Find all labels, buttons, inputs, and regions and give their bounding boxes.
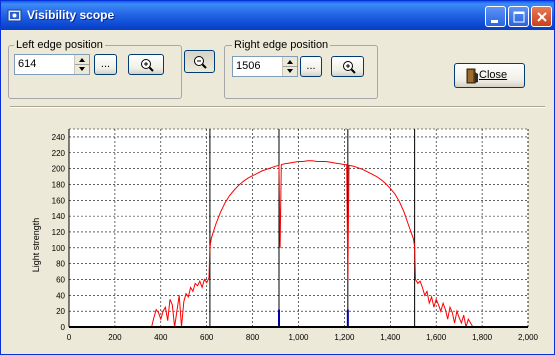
x-tick-label: 800 <box>246 333 260 342</box>
x-tick-label: 1,400 <box>380 333 401 342</box>
y-axis-label: Light strength <box>31 218 41 273</box>
exit-door-icon <box>466 68 478 84</box>
left-edge-zoom-button[interactable] <box>128 54 164 75</box>
right-edge-label: Right edge position <box>232 39 331 51</box>
x-tick-label: 1,200 <box>334 333 355 342</box>
minimize-button[interactable] <box>485 6 506 27</box>
right-edge-input[interactable]: 1506 <box>232 56 298 77</box>
spinner-arrows-icon <box>75 58 89 71</box>
x-tick-label: 0 <box>67 333 72 342</box>
separator <box>10 106 545 108</box>
y-tick-label: 240 <box>52 133 66 142</box>
left-edge-input[interactable]: 614 <box>14 54 90 75</box>
y-tick-label: 140 <box>52 212 66 221</box>
y-tick-label: 220 <box>52 149 66 158</box>
y-tick-label: 40 <box>56 291 65 300</box>
chart-axes: 0 20 40 60 80 100 120 140 160 180 200 220 240 0 200 400… <box>52 128 538 342</box>
x-tick-label: 200 <box>108 333 122 342</box>
right-edge-browse-label: ... <box>306 60 316 72</box>
right-edge-spinner[interactable] <box>282 57 297 76</box>
right-edge-zoom-button[interactable] <box>331 56 364 77</box>
x-tick-label: 600 <box>200 333 214 342</box>
x-tick-label: 2,000 <box>518 333 538 342</box>
app-icon <box>7 9 22 22</box>
y-tick-label: 20 <box>56 307 65 316</box>
minimize-icon <box>491 20 498 23</box>
y-tick-label: 160 <box>52 196 66 205</box>
y-tick-label: 60 <box>56 275 65 284</box>
y-tick-label: 100 <box>52 244 66 253</box>
left-edge-browse-label: ... <box>100 58 111 70</box>
zoom-in-icon <box>343 61 356 74</box>
y-tick-label: 120 <box>52 228 66 237</box>
close-window-button[interactable] <box>531 6 552 27</box>
title-bar[interactable]: Visibility scope <box>1 1 554 30</box>
signal-line <box>151 160 474 328</box>
left-edge-value: 614 <box>18 58 37 70</box>
maximize-button[interactable] <box>508 6 529 27</box>
spinner-arrows-icon <box>283 60 297 73</box>
close-button[interactable]: Close <box>454 63 525 88</box>
y-tick-label: 200 <box>52 165 66 174</box>
left-edge-label: Left edge position <box>14 39 105 51</box>
close-icon <box>537 12 547 22</box>
y-tick-label: 180 <box>52 180 66 189</box>
window-title: Visibility scope <box>27 8 115 22</box>
left-edge-spinner[interactable] <box>74 55 89 74</box>
light-strength-chart: 0 20 40 60 80 100 120 140 160 180 200 220 240 0 200 400… <box>16 117 538 349</box>
right-edge-value: 1506 <box>236 60 261 72</box>
x-tick-label: 400 <box>154 333 168 342</box>
chart-grid <box>69 129 529 327</box>
x-tick-label: 1,800 <box>472 333 493 342</box>
chart-marks <box>151 129 474 328</box>
maximize-icon <box>513 11 525 23</box>
zoom-toggle-button[interactable] <box>184 50 215 73</box>
right-edge-browse-button[interactable]: ... <box>300 56 322 77</box>
y-tick-label: 0 <box>61 323 66 332</box>
zoom-icon <box>194 56 207 69</box>
zoom-in-icon <box>141 59 154 72</box>
x-tick-label: 1,000 <box>288 333 309 342</box>
left-edge-browse-button[interactable]: ... <box>94 54 117 75</box>
close-button-label: Close <box>479 69 508 81</box>
x-tick-label: 1,600 <box>426 333 447 342</box>
y-tick-label: 80 <box>56 260 65 269</box>
